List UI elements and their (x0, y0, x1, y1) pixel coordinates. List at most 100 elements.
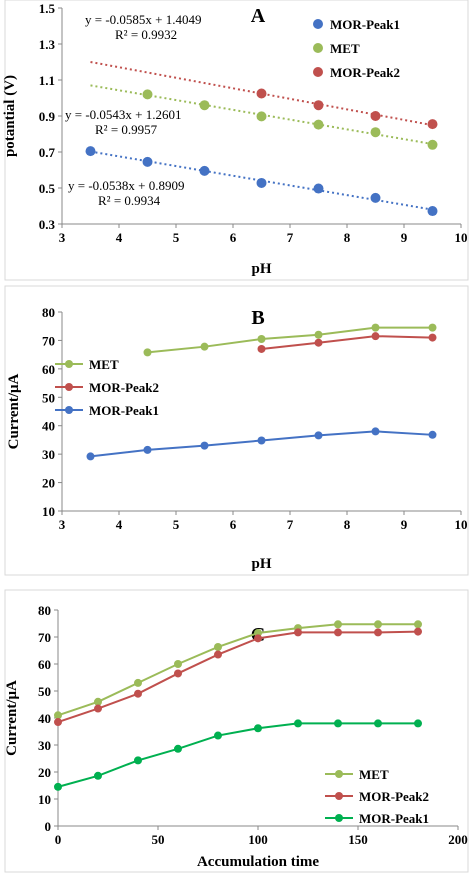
chart-panel-a: A 3 4 5 6 7 8 9 10 0.3 0.5 0.7 0.9 1.1 1.3 1.5 pH potanti… (2, 0, 469, 281)
y-tick-label: 30 (38, 738, 51, 753)
x-tick-label: 10 (455, 230, 468, 245)
data-point (174, 744, 182, 753)
legend-label: MET (359, 767, 389, 782)
y-tick-label: 0.7 (39, 145, 56, 160)
data-point (374, 628, 382, 637)
data-point (86, 452, 95, 461)
series-mor-peak2 (54, 627, 422, 727)
legend-label: MET (89, 357, 119, 372)
data-point (54, 711, 62, 720)
data-point (370, 192, 381, 203)
data-point (256, 177, 267, 188)
legend: MET MOR-Peak2 MOR-Peak1 (325, 767, 429, 826)
y-axis-title: potantial (V) (2, 75, 18, 157)
legend-label: MOR-Peak2 (359, 789, 429, 804)
legend-label: MOR-Peak2 (330, 65, 400, 80)
x-tick-label: 0 (55, 832, 62, 847)
x-tick-label: 5 (173, 517, 180, 532)
legend-marker (313, 43, 323, 53)
y-tick-label: 60 (38, 657, 51, 672)
panel-frame (4, 0, 469, 281)
data-point (428, 430, 437, 439)
data-point (214, 642, 222, 651)
data-point (314, 431, 323, 440)
data-point (334, 628, 342, 637)
legend-marker (335, 770, 343, 778)
data-point (94, 771, 102, 780)
chart-panel-c: C05010015020001020304050607080Accumulati… (4, 589, 469, 873)
data-point (334, 719, 342, 728)
data-point (199, 100, 210, 111)
data-point (94, 697, 102, 706)
legend-label: MOR-Peak1 (330, 17, 400, 32)
y-tick-label: 40 (42, 419, 55, 434)
trendline-equation: y = -0.0538x + 0.8909 (68, 178, 185, 193)
data-point (94, 704, 102, 713)
series-line (147, 326, 433, 354)
data-point (134, 756, 142, 765)
y-tick-label: 1.5 (39, 1, 56, 16)
y-tick-label: 20 (42, 476, 55, 491)
data-point (174, 669, 182, 678)
r-squared-label: R² = 0.9934 (98, 193, 161, 208)
x-tick-label: 8 (344, 230, 351, 245)
legend-label: MOR-Peak1 (359, 811, 429, 826)
x-axis-title: pH (251, 261, 271, 277)
x-tick-label: 7 (287, 230, 294, 245)
data-point (200, 441, 209, 450)
y-axis-title: Current/μA (4, 680, 20, 756)
data-point (314, 338, 323, 347)
x-tick-label: 10 (455, 517, 468, 532)
data-point (313, 183, 324, 194)
x-tick-label: 3 (59, 230, 66, 245)
data-point (371, 323, 380, 332)
data-point (257, 436, 266, 445)
legend-marker (335, 814, 343, 822)
legend-marker (65, 360, 73, 368)
data-point (313, 100, 324, 111)
y-tick-label: 50 (38, 684, 51, 699)
data-point (199, 165, 210, 176)
y-tick-label: 1.3 (39, 37, 56, 52)
data-point (294, 719, 302, 728)
data-point (314, 330, 323, 339)
data-point (427, 119, 438, 130)
legend-marker (65, 406, 73, 414)
data-point (414, 719, 422, 728)
y-tick-label: 0.3 (39, 217, 56, 232)
series-mor-peak2 (257, 332, 437, 353)
data-point (414, 627, 422, 636)
r-squared-label: R² = 0.9932 (115, 27, 177, 42)
data-point (370, 127, 381, 138)
series-line (57, 722, 418, 788)
series-met (90, 84, 438, 150)
y-tick-label: 1.1 (39, 73, 55, 88)
data-point (256, 88, 267, 99)
data-point (143, 445, 152, 454)
x-tick-label: 100 (248, 832, 268, 847)
data-point (200, 342, 209, 351)
data-point (143, 348, 152, 357)
y-tick-label: 70 (42, 333, 55, 348)
series-line (57, 630, 419, 723)
series-mor-peak1 (85, 146, 438, 217)
y-tick-label: 30 (42, 447, 55, 462)
series-mor-peak1 (54, 719, 422, 791)
trendline-equation: y = -0.0543x + 1.2601 (65, 107, 182, 122)
data-point (427, 139, 438, 150)
trendline-equation: y = -0.0585x + 1.4049 (85, 12, 202, 27)
data-point (254, 724, 262, 733)
x-tick-label: 6 (230, 230, 237, 245)
x-tick-label: 5 (173, 230, 180, 245)
panel-frame (4, 589, 469, 873)
x-tick-label: 9 (401, 517, 408, 532)
series-line (57, 623, 418, 717)
legend: MOR-Peak1 MET MOR-Peak2 (313, 17, 400, 80)
data-point (256, 111, 267, 122)
data-point (374, 620, 382, 629)
data-point (214, 650, 222, 659)
panel-label: B (251, 307, 264, 329)
series-met (54, 620, 422, 720)
